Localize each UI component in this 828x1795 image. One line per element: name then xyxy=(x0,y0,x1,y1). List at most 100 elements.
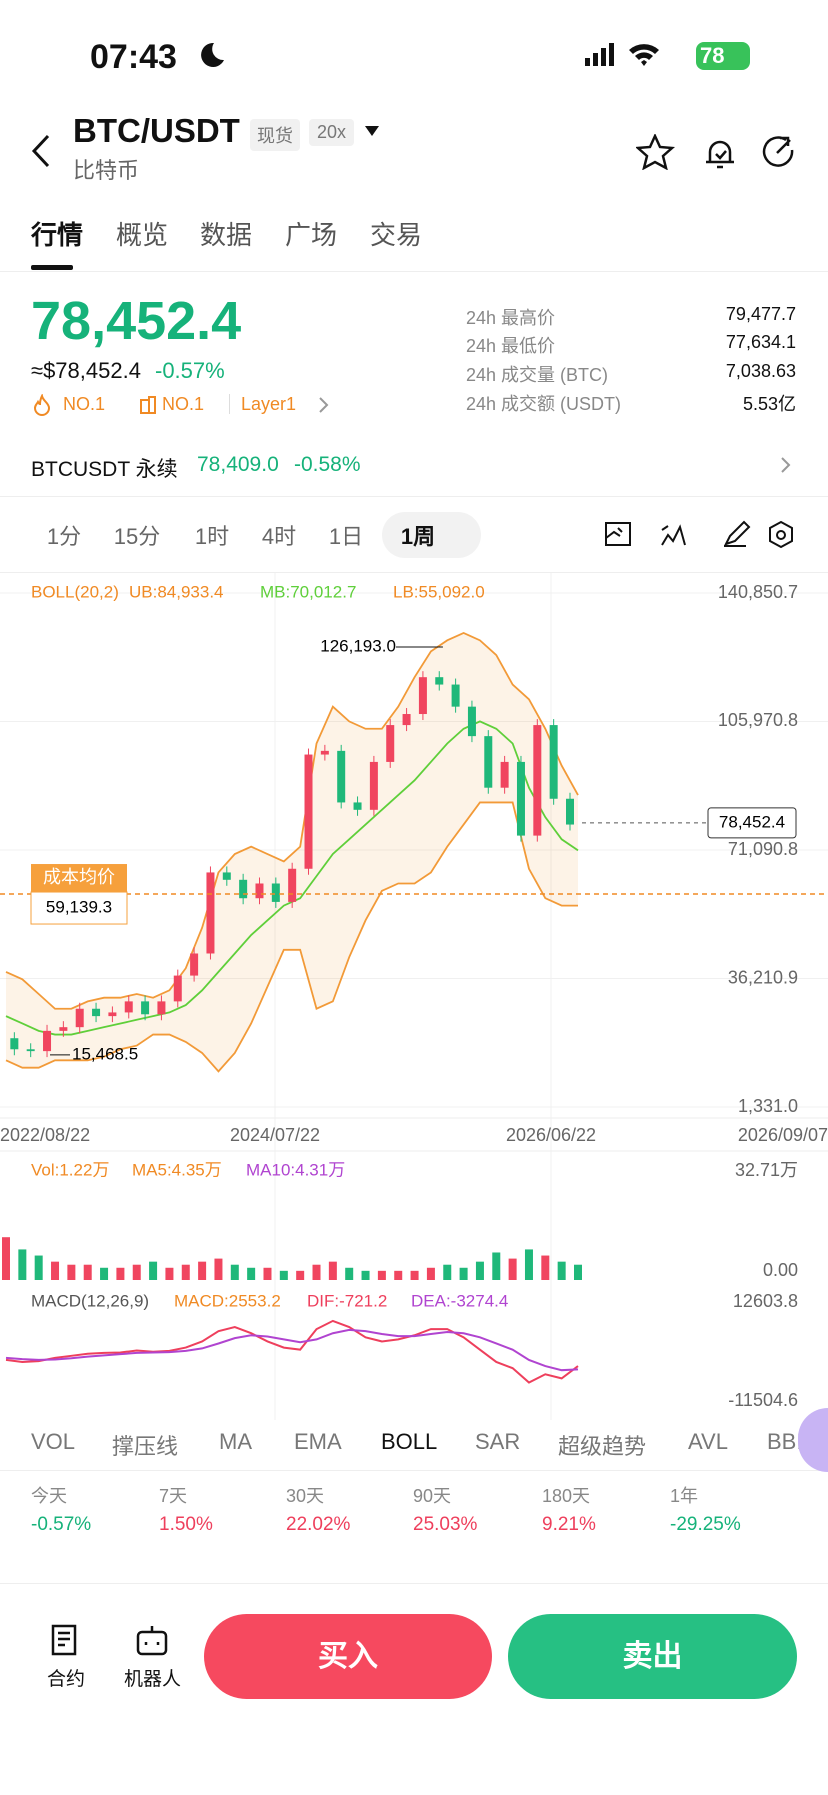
stat-value: 77,634.1 xyxy=(725,332,796,352)
macd-tick: -11504.6 xyxy=(728,1390,798,1410)
ub-line xyxy=(5,631,579,1010)
last-price-label: 78,452.4 xyxy=(719,812,785,831)
action-icons[interactable] xyxy=(50,1624,170,1658)
volume-bar xyxy=(361,1270,370,1280)
interval[interactable]: 1时 xyxy=(194,524,230,549)
interval[interactable]: 1分 xyxy=(46,524,82,549)
candle xyxy=(43,1030,52,1052)
candle xyxy=(26,1049,35,1052)
indicator-tab[interactable]: SAR xyxy=(475,1429,521,1454)
perp-change: -0.58% xyxy=(294,453,361,476)
perf-label: 1年 xyxy=(670,1486,699,1506)
candle xyxy=(304,754,313,869)
buy-button[interactable]: 买入 xyxy=(204,1614,492,1699)
stat-label: 24h 最高价 xyxy=(466,308,556,328)
candle xyxy=(206,872,215,954)
macd-legend: DEA:-3274.4 xyxy=(411,1291,508,1310)
indicator-tab[interactable]: 超级趋势 xyxy=(558,1434,647,1459)
perp-name[interactable]: BTCUSDT 永续 xyxy=(31,458,178,481)
header-icons[interactable] xyxy=(636,134,796,170)
indicator-tab[interactable]: BBI xyxy=(767,1429,803,1454)
divider xyxy=(0,496,828,497)
indicator-tab[interactable]: AVL xyxy=(688,1429,728,1454)
dropdown-arrow[interactable] xyxy=(364,125,380,137)
tab[interactable]: 行情 xyxy=(31,220,84,250)
stat-value: 5.53亿 xyxy=(742,394,796,414)
interval[interactable]: 4时 xyxy=(261,524,297,549)
contract-label[interactable]: 合约 xyxy=(47,1669,86,1690)
interval[interactable]: 1周 xyxy=(400,524,436,549)
rank-2: NO.1 xyxy=(162,394,205,414)
volume-bar xyxy=(51,1261,60,1280)
boll-legend: UB:84,933.4 xyxy=(129,582,224,601)
back-button[interactable] xyxy=(30,134,54,170)
candle xyxy=(418,677,427,715)
indicator-tab[interactable]: VOL xyxy=(31,1429,76,1454)
candle xyxy=(320,750,329,755)
rank-1: NO.1 xyxy=(63,394,106,414)
x-tick-label: 2026/09/07 xyxy=(738,1125,828,1145)
interval[interactable]: 1日 xyxy=(328,524,364,549)
indicator-tab[interactable]: EMA xyxy=(294,1429,342,1454)
stat-label: 24h 最低价 xyxy=(466,336,556,356)
sell-button[interactable]: 卖出 xyxy=(508,1614,797,1699)
interval[interactable]: 15分 xyxy=(113,524,161,549)
divider xyxy=(0,572,828,573)
tab[interactable]: 数据 xyxy=(200,220,253,250)
dif-line xyxy=(5,1319,579,1384)
robot-label[interactable]: 机器人 xyxy=(124,1669,182,1690)
tab[interactable]: 概览 xyxy=(116,220,169,250)
last-price-box xyxy=(707,807,797,839)
x-tick-label: 2026/06/22 xyxy=(506,1125,596,1145)
y-tick-label: 36,210.9 xyxy=(728,967,798,987)
volume-bar xyxy=(394,1270,403,1280)
volume-bar xyxy=(263,1267,272,1280)
x-tick-label: 2024/07/22 xyxy=(230,1125,320,1145)
volume-bar xyxy=(426,1267,435,1280)
high-label: 126,193.0 xyxy=(320,636,396,655)
cost-title-box xyxy=(31,864,127,893)
separator xyxy=(229,394,230,414)
volume-bar xyxy=(279,1270,288,1280)
perf-label: 90天 xyxy=(413,1486,452,1506)
cost-title: 成本均价 xyxy=(43,867,115,887)
indicator-tab[interactable]: 撑压线 xyxy=(112,1434,179,1459)
volume-bar xyxy=(214,1258,223,1280)
boll-legend: LB:55,092.0 xyxy=(393,582,485,601)
perf-label: 180天 xyxy=(542,1486,591,1506)
candle xyxy=(402,714,411,726)
signal-icons xyxy=(585,43,659,66)
chevron[interactable] xyxy=(780,456,792,474)
rank-3[interactable]: Layer1 xyxy=(241,394,297,414)
spot-tag: 现货 xyxy=(250,119,300,151)
volume-bar xyxy=(410,1270,419,1280)
volume-bar xyxy=(296,1270,305,1280)
macd-legend: DIF:-721.2 xyxy=(307,1291,387,1310)
last-price: 78,452.4 xyxy=(31,291,242,351)
perf-value: -29.25% xyxy=(670,1514,741,1535)
chevron[interactable] xyxy=(318,396,330,414)
perf-value: 22.02% xyxy=(286,1514,351,1535)
volume-bar xyxy=(557,1261,566,1280)
candle xyxy=(173,975,182,1002)
perf-value: 9.21% xyxy=(542,1514,596,1535)
tab[interactable]: 广场 xyxy=(285,220,338,250)
perf-value: 25.03% xyxy=(413,1514,478,1535)
candle xyxy=(92,1008,101,1017)
chart: 140,850.7 105,970.8 71,090.8 36,210.9 1,331.… xyxy=(0,573,828,1420)
chart-tools[interactable] xyxy=(604,520,804,550)
indicator-tab[interactable]: BOLL xyxy=(381,1429,438,1454)
vol-legend: Vol:1.22万 xyxy=(31,1160,109,1179)
indicator-tab[interactable]: MA xyxy=(219,1429,252,1454)
volume-bar xyxy=(2,1237,10,1280)
perf-label: 7天 xyxy=(159,1486,188,1506)
tab-indicator xyxy=(31,265,73,270)
tab[interactable]: 交易 xyxy=(370,220,423,250)
leverage-tag[interactable]: 20x xyxy=(309,119,355,146)
volume-bar xyxy=(149,1261,158,1280)
candle xyxy=(500,761,509,788)
candle xyxy=(75,1008,84,1028)
battery: 78 xyxy=(696,42,750,70)
volume-bar xyxy=(100,1267,109,1280)
usd-price: ≈$78,452.4 xyxy=(31,358,141,383)
